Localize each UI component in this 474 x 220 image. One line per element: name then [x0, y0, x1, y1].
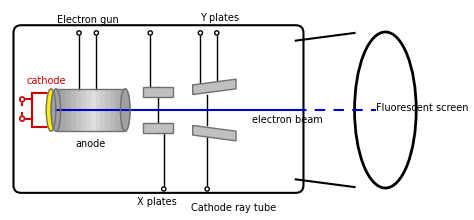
- Polygon shape: [193, 79, 236, 95]
- Bar: [66, 89, 71, 131]
- Bar: [105, 89, 110, 131]
- Ellipse shape: [46, 89, 56, 131]
- Ellipse shape: [120, 89, 130, 131]
- Text: Y plates: Y plates: [200, 13, 239, 23]
- Text: electron beam: electron beam: [253, 115, 323, 125]
- Text: Fluorescent screen: Fluorescent screen: [376, 103, 468, 113]
- Circle shape: [205, 187, 209, 191]
- Bar: [143, 123, 173, 133]
- Circle shape: [148, 31, 153, 35]
- Bar: [56, 89, 125, 131]
- Circle shape: [198, 31, 202, 35]
- Bar: [96, 89, 100, 131]
- Polygon shape: [193, 125, 236, 141]
- Circle shape: [77, 31, 81, 35]
- Circle shape: [20, 116, 25, 121]
- Circle shape: [94, 31, 99, 35]
- Circle shape: [20, 97, 25, 102]
- Bar: [120, 89, 125, 131]
- Text: Cathode ray tube: Cathode ray tube: [191, 204, 276, 213]
- Bar: [71, 89, 76, 131]
- Circle shape: [215, 31, 219, 35]
- Bar: [76, 89, 81, 131]
- Text: cathode: cathode: [27, 76, 66, 86]
- Bar: [110, 89, 115, 131]
- Bar: [115, 89, 120, 131]
- Bar: [81, 89, 86, 131]
- Bar: [143, 87, 173, 97]
- Bar: [32, 93, 49, 127]
- Bar: [91, 89, 96, 131]
- Ellipse shape: [51, 89, 61, 131]
- Bar: [61, 89, 66, 131]
- Text: X plates: X plates: [137, 197, 177, 207]
- Text: anode: anode: [75, 139, 106, 149]
- Bar: [100, 89, 105, 131]
- Text: Electron gun: Electron gun: [57, 15, 118, 25]
- Circle shape: [162, 187, 166, 191]
- Bar: [86, 89, 91, 131]
- Bar: [56, 89, 61, 131]
